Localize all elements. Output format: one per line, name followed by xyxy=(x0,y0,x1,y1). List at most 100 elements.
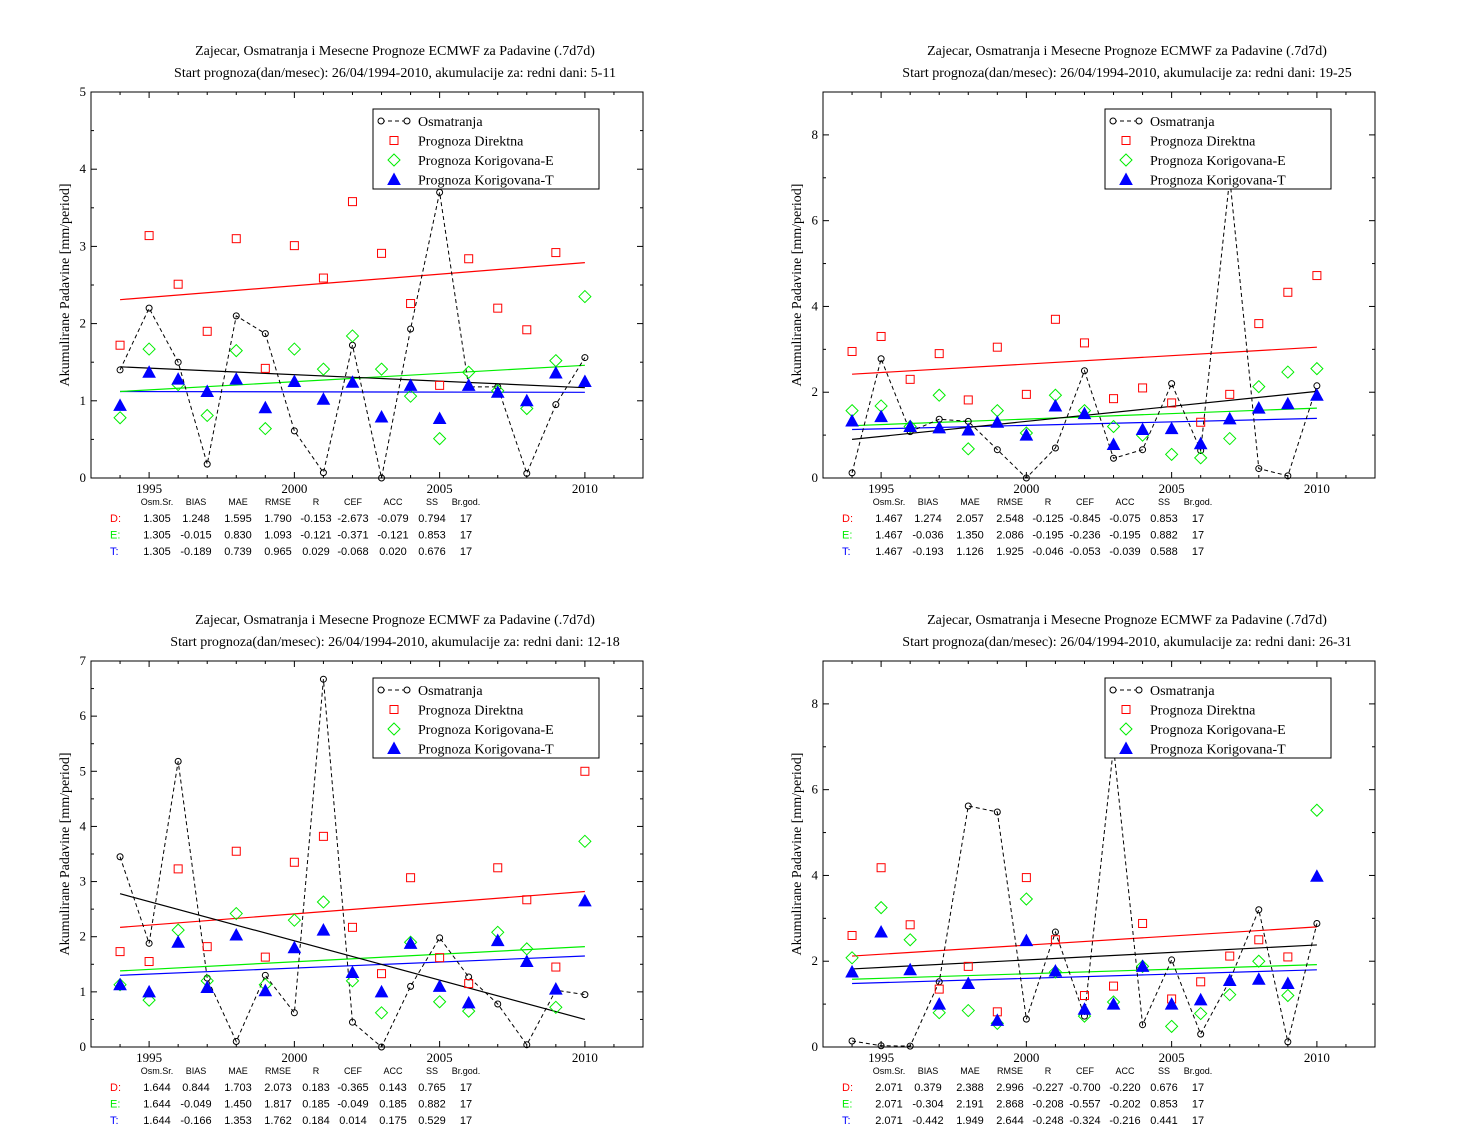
data-point-corr_t xyxy=(1048,964,1063,977)
data-point-corr_t xyxy=(461,378,476,391)
stats-header: BIAS xyxy=(918,1066,939,1076)
y-tick-label: 4 xyxy=(812,867,819,882)
data-point-corr_e xyxy=(345,974,360,988)
stats-value: -0.304 xyxy=(912,1099,943,1111)
data-point-direct xyxy=(115,947,125,957)
data-point-obs xyxy=(319,469,327,477)
data-point-corr_t xyxy=(1310,388,1324,401)
data-point-direct xyxy=(493,863,503,873)
legend-label: Prognoza Korigovana-T xyxy=(1150,743,1286,758)
legend-label: Prognoza Korigovana-E xyxy=(418,723,554,738)
data-point-obs xyxy=(232,312,240,320)
x-tick-label: 1995 xyxy=(868,481,894,496)
stats-value: 0.882 xyxy=(1150,530,1178,542)
data-point-corr_t xyxy=(1164,421,1179,435)
stats-header: BIAS xyxy=(918,497,939,507)
data-point-corr_t xyxy=(200,384,215,398)
data-point-corr_t xyxy=(1135,422,1150,436)
data-point-direct xyxy=(1138,918,1148,928)
data-point-corr_t xyxy=(1135,959,1150,972)
series-line-osmatranja xyxy=(119,192,586,478)
data-point-direct xyxy=(347,197,357,207)
stats-value: 0.853 xyxy=(418,530,446,542)
stats-value: 2.644 xyxy=(996,1115,1024,1127)
data-point-corr_e xyxy=(142,993,156,1007)
data-point-corr_e xyxy=(200,408,214,423)
stats-value: 2.191 xyxy=(956,1099,984,1111)
data-point-direct xyxy=(847,346,857,356)
data-point-corr_e xyxy=(1164,447,1179,462)
data-point-corr_e xyxy=(549,1000,563,1015)
series-line-osmatranja xyxy=(851,177,1318,478)
y-tick-label: 7 xyxy=(80,653,87,668)
y-tick-label: 4 xyxy=(812,298,819,313)
data-point-obs xyxy=(552,401,560,409)
data-point-corr_t xyxy=(142,984,156,998)
data-point-direct xyxy=(847,930,857,940)
stats-value: 0.830 xyxy=(224,530,252,542)
data-point-obs xyxy=(877,1042,885,1050)
data-point-direct xyxy=(963,395,973,405)
y-axis-label: Akumulirane Padavine [mm/period] xyxy=(58,753,73,956)
stats-value: -0.442 xyxy=(912,1115,943,1127)
data-point-corr_t xyxy=(374,984,389,998)
data-point-corr_t xyxy=(1222,973,1237,987)
data-point-corr_e xyxy=(461,365,476,379)
legend-marker-osmatranja xyxy=(1135,686,1143,694)
chart-subtitle: Start prognoza(dan/mesec): 26/04/1994-20… xyxy=(902,635,1351,650)
data-point-direct xyxy=(260,363,270,373)
data-point-direct xyxy=(406,873,416,883)
y-axis-label: Akumulirane Padavine [mm/period] xyxy=(58,184,73,387)
stats-row-label: E: xyxy=(110,1099,120,1111)
data-point-obs xyxy=(993,808,1001,816)
legend-marker-corr_t xyxy=(387,741,401,754)
data-point-corr_t xyxy=(548,982,563,995)
stats-value: -0.208 xyxy=(1032,1099,1063,1111)
data-point-corr_t xyxy=(1106,997,1121,1010)
data-point-obs xyxy=(1139,446,1147,454)
stats-value: 1.126 xyxy=(956,546,984,558)
stats-value: 1.644 xyxy=(143,1099,171,1111)
stats-value: 0.739 xyxy=(224,546,252,558)
stats-value: 1.353 xyxy=(224,1115,252,1127)
y-tick-label: 1 xyxy=(80,393,87,408)
data-point-direct xyxy=(1050,935,1060,945)
stats-value: -0.236 xyxy=(1069,530,1100,542)
stats-row-label: D: xyxy=(110,513,121,525)
data-point-obs xyxy=(1284,472,1292,480)
data-point-direct xyxy=(377,969,387,979)
trend-line-direct xyxy=(852,926,1317,957)
data-point-corr_t xyxy=(1251,972,1266,985)
legend-marker-osmatranja xyxy=(403,686,411,694)
data-point-direct xyxy=(522,895,532,905)
y-tick-label: 2 xyxy=(80,929,87,944)
trend-line-direct xyxy=(120,890,585,928)
chart-subtitle: Start prognoza(dan/mesec): 26/04/1994-20… xyxy=(902,66,1351,81)
data-point-obs xyxy=(848,469,856,477)
stats-header: CEF xyxy=(1076,497,1095,507)
legend-label: Osmatranja xyxy=(418,684,483,699)
stats-value: -0.166 xyxy=(180,1115,211,1127)
data-point-corr_t xyxy=(990,1013,1005,1026)
data-point-obs xyxy=(116,366,124,374)
stats-header: Osm.Sr. xyxy=(873,497,906,507)
data-point-obs xyxy=(1168,956,1176,964)
data-point-corr_t xyxy=(1164,997,1179,1010)
data-point-obs xyxy=(378,474,386,482)
stats-value: -0.049 xyxy=(180,1099,211,1111)
data-point-direct xyxy=(905,920,915,930)
chart-title: Zajecar, Osmatranja i Mesecne Prognoze E… xyxy=(195,613,595,628)
data-point-direct xyxy=(144,231,154,241)
data-point-direct xyxy=(318,831,328,841)
legend-marker-osmatranja xyxy=(1135,117,1143,125)
y-tick-label: 0 xyxy=(80,1039,87,1054)
y-tick-label: 2 xyxy=(80,316,87,331)
data-point-corr_t xyxy=(1048,398,1063,412)
stats-value: -0.216 xyxy=(1109,1115,1140,1127)
trend-line-obs xyxy=(852,944,1317,970)
chart-panel-1: Zajecar, Osmatranja i Mesecne Prognoze E… xyxy=(58,44,644,558)
data-point-corr_e xyxy=(1019,892,1034,906)
data-point-obs xyxy=(203,460,211,468)
data-point-corr_t xyxy=(461,995,476,1009)
